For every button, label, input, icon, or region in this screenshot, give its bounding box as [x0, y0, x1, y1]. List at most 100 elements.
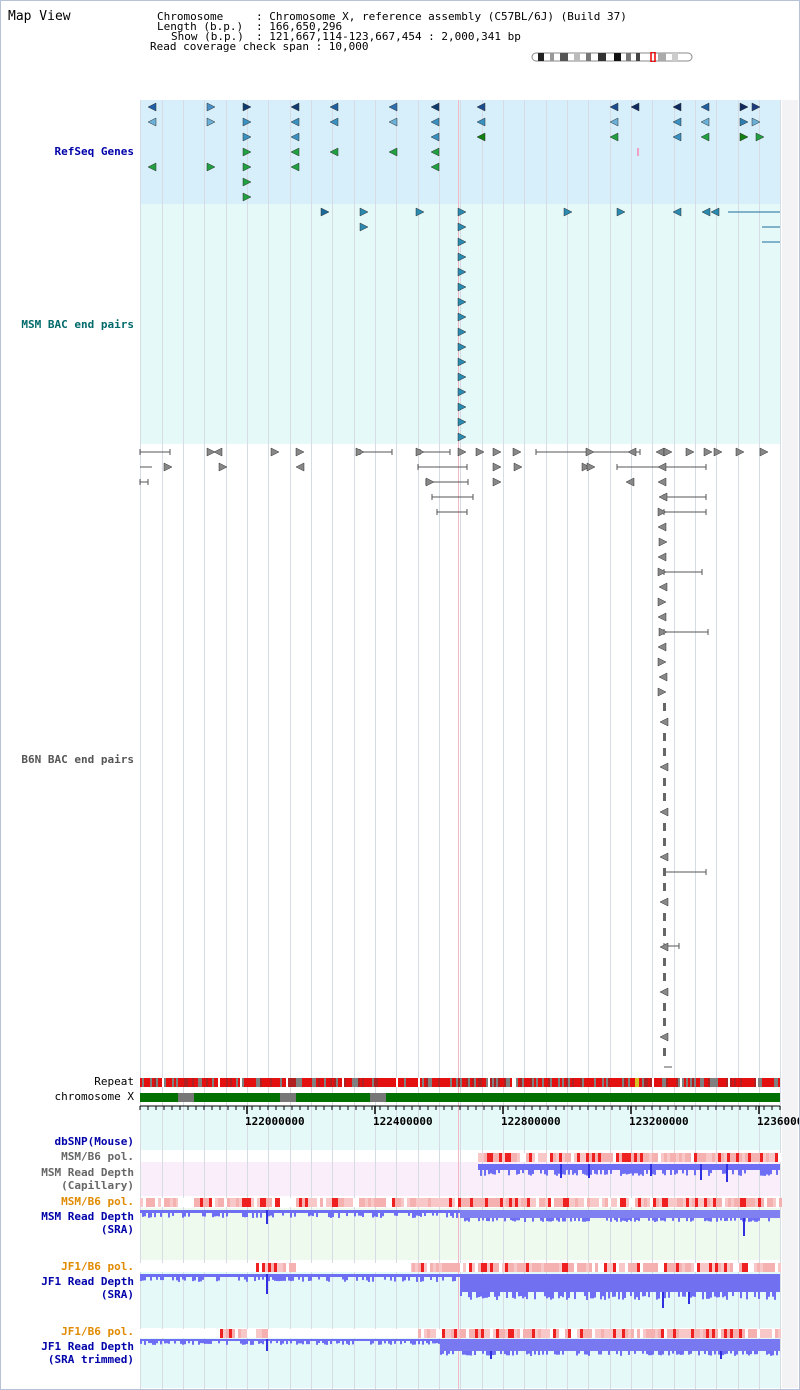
right-scroll-gutter[interactable]	[782, 100, 798, 1388]
read-depth-bar	[658, 1351, 660, 1355]
read-depth-bar	[582, 1218, 584, 1222]
read-depth-bar	[392, 1210, 394, 1213]
read-depth-bar	[456, 1210, 458, 1218]
read-depth-bar	[176, 1274, 178, 1281]
track-label-refseq[interactable]: RefSeq Genes	[54, 145, 134, 158]
polymorphism-segment	[625, 1329, 628, 1338]
repeat-segment	[748, 1078, 750, 1087]
repeat-segment	[466, 1078, 468, 1087]
read-depth-bar	[328, 1274, 330, 1282]
read-depth-bar	[458, 1210, 460, 1213]
track-label-repeat[interactable]: Repeat	[94, 1075, 134, 1088]
grid-line	[290, 100, 291, 1390]
b6n-bac-end-glyph	[663, 838, 666, 846]
read-depth-bar	[534, 1164, 536, 1170]
grid-line	[268, 100, 269, 1390]
read-depth-bar	[190, 1274, 192, 1277]
read-depth-bar	[352, 1274, 354, 1277]
polymorphism-segment	[679, 1329, 682, 1338]
read-depth-bar	[580, 1164, 582, 1170]
track-label-jf1-pol-1[interactable]: JF1/B6 pol.	[61, 1260, 134, 1273]
repeat-segment	[662, 1078, 664, 1087]
read-depth-bar	[200, 1339, 202, 1344]
polymorphism-segment	[673, 1329, 676, 1338]
read-depth-bar	[272, 1210, 274, 1218]
track-label-dbsnp[interactable]: dbSNP(Mouse)	[54, 1135, 134, 1148]
track-label-msm-depth-sra-1[interactable]: MSM Read Depth	[41, 1210, 134, 1223]
polymorphism-segment	[643, 1153, 646, 1162]
repeat-segment	[316, 1078, 318, 1087]
read-depth-bar	[274, 1210, 276, 1213]
read-depth-bar	[404, 1339, 406, 1344]
track-label-b6n-bac[interactable]: B6N BAC end pairs	[21, 753, 134, 766]
read-depth-bar	[662, 1164, 664, 1174]
read-depth-bar	[480, 1292, 482, 1297]
repeat-segment	[582, 1078, 584, 1087]
polymorphism-segment	[532, 1329, 535, 1338]
read-depth-bar	[218, 1339, 220, 1344]
read-depth-bar	[684, 1164, 686, 1170]
repeat-segment	[174, 1078, 176, 1087]
polymorphism-segment	[575, 1198, 578, 1207]
track-label-msm-bac[interactable]: MSM BAC end pairs	[21, 318, 134, 331]
read-depth-spike	[266, 1210, 268, 1224]
polymorphism-segment	[754, 1153, 757, 1162]
read-depth-bar	[482, 1351, 484, 1354]
repeat-segment	[670, 1078, 672, 1087]
polymorphism-segment	[262, 1329, 265, 1338]
repeat-segment	[522, 1078, 524, 1087]
repeat-segment	[300, 1078, 302, 1087]
track-label-msm-pol-2[interactable]: MSM/B6 pol.	[61, 1195, 134, 1208]
polymorphism-segment	[520, 1263, 523, 1272]
grid-line	[567, 100, 568, 1390]
read-depth-bar	[340, 1339, 342, 1341]
read-depth-bar	[364, 1274, 366, 1277]
polymorphism-segment	[247, 1329, 250, 1338]
read-depth-bar	[616, 1164, 618, 1170]
repeat-segment	[626, 1078, 628, 1087]
chromosome-ideogram[interactable]	[530, 52, 695, 62]
polymorphism-segment	[560, 1198, 563, 1207]
polymorphism-segment	[262, 1263, 265, 1272]
polymorphism-segment	[620, 1198, 623, 1207]
polymorphism-segment	[619, 1153, 622, 1162]
polymorphism-segment	[637, 1329, 640, 1338]
read-depth-bar	[602, 1164, 604, 1170]
read-depth-bar	[450, 1274, 452, 1277]
repeat-segment	[730, 1078, 732, 1087]
grid-line	[546, 100, 547, 1390]
repeat-segment	[430, 1078, 432, 1087]
track-label-chromosome[interactable]: chromosome X	[54, 1090, 134, 1103]
read-depth-bar	[144, 1339, 146, 1345]
read-depth-bar	[488, 1292, 490, 1297]
read-depth-bar	[190, 1210, 192, 1213]
read-depth-bar	[424, 1210, 426, 1216]
track-label-jf1-depth-trim-1[interactable]: JF1 Read Depth	[41, 1340, 134, 1353]
read-depth-bar	[496, 1164, 498, 1170]
polymorphism-segment	[508, 1153, 511, 1162]
refseq-gene-glyph	[755, 132, 765, 142]
track-label-jf1-pol-2[interactable]: JF1/B6 pol.	[61, 1325, 134, 1338]
repeat-segment	[378, 1078, 380, 1087]
read-depth-bar	[426, 1210, 428, 1213]
polymorphism-segment	[230, 1198, 233, 1207]
refseq-gene-glyph	[700, 132, 710, 142]
track-label-msm-depth-cap-1[interactable]: MSM Read Depth	[41, 1166, 134, 1179]
read-depth-bar	[362, 1274, 364, 1281]
refseq-gene-glyph	[751, 117, 761, 127]
refseq-gene-glyph	[206, 162, 216, 172]
polymorphism-segment	[224, 1198, 227, 1207]
polymorphism-segment	[766, 1153, 769, 1162]
read-depth-bar	[228, 1274, 230, 1277]
polymorphism-segment	[688, 1329, 691, 1338]
repeat-segment	[348, 1078, 350, 1087]
refseq-gene-glyph	[290, 117, 300, 127]
repeat-segment	[706, 1078, 708, 1087]
track-label-jf1-depth-sra-1[interactable]: JF1 Read Depth	[41, 1275, 134, 1288]
read-depth-bar	[432, 1210, 434, 1216]
read-depth-bar	[730, 1351, 732, 1354]
repeat-segment	[310, 1078, 312, 1087]
track-label-msm-pol-1[interactable]: MSM/B6 pol.	[61, 1150, 134, 1163]
read-depth-bar	[448, 1210, 450, 1213]
